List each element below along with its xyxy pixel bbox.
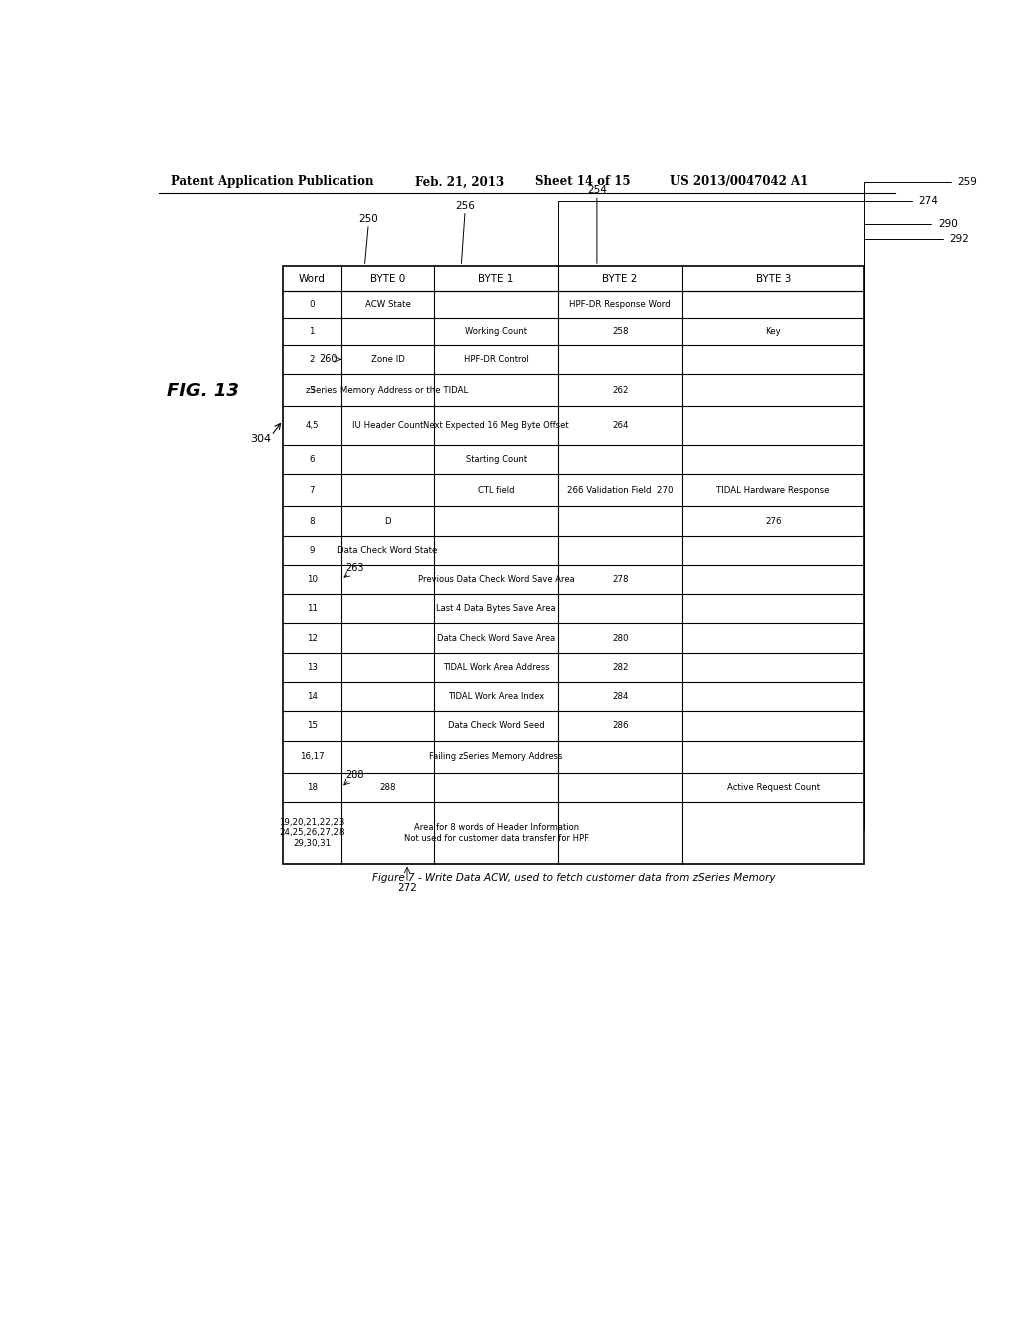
Text: Zone ID: Zone ID bbox=[371, 355, 404, 364]
Text: 262: 262 bbox=[612, 385, 629, 395]
Text: 254: 254 bbox=[587, 185, 607, 195]
Text: Working Count: Working Count bbox=[465, 327, 527, 335]
Text: 284: 284 bbox=[612, 692, 629, 701]
Text: ACW State: ACW State bbox=[365, 300, 411, 309]
Text: 292: 292 bbox=[949, 234, 970, 244]
Text: 282: 282 bbox=[612, 663, 629, 672]
Text: 280: 280 bbox=[612, 634, 629, 643]
Text: 272: 272 bbox=[397, 883, 417, 892]
Text: 286: 286 bbox=[612, 722, 629, 730]
Text: 3: 3 bbox=[309, 385, 314, 395]
Text: HPF-DR Response Word: HPF-DR Response Word bbox=[569, 300, 671, 309]
Text: 2: 2 bbox=[309, 355, 314, 364]
Text: 1: 1 bbox=[309, 327, 314, 335]
Text: Data Check Word Save Area: Data Check Word Save Area bbox=[437, 634, 555, 643]
Text: BYTE 3: BYTE 3 bbox=[756, 273, 791, 284]
Text: HPF-DR Control: HPF-DR Control bbox=[464, 355, 528, 364]
Text: Starting Count: Starting Count bbox=[466, 455, 526, 463]
Text: 259: 259 bbox=[957, 177, 977, 186]
Text: Sheet 14 of 15: Sheet 14 of 15 bbox=[535, 176, 631, 189]
Text: 4,5: 4,5 bbox=[305, 421, 318, 430]
Text: 16,17: 16,17 bbox=[300, 752, 325, 762]
Text: 288: 288 bbox=[345, 770, 364, 780]
Text: 288: 288 bbox=[379, 783, 396, 792]
Text: 290: 290 bbox=[938, 219, 957, 228]
Text: 19,20,21,22,23
24,25,26,27,28
29,30,31: 19,20,21,22,23 24,25,26,27,28 29,30,31 bbox=[280, 818, 345, 847]
Text: 9: 9 bbox=[309, 546, 314, 554]
Text: US 2013/0047042 A1: US 2013/0047042 A1 bbox=[671, 176, 809, 189]
Text: BYTE 1: BYTE 1 bbox=[478, 273, 514, 284]
Text: 250: 250 bbox=[358, 214, 378, 224]
Text: Patent Application Publication: Patent Application Publication bbox=[171, 176, 373, 189]
Text: Last 4 Data Bytes Save Area: Last 4 Data Bytes Save Area bbox=[436, 605, 556, 614]
Bar bbox=[283, 267, 864, 863]
Text: TIDAL Hardware Response: TIDAL Hardware Response bbox=[717, 486, 829, 495]
Text: 0: 0 bbox=[309, 300, 314, 309]
Text: 274: 274 bbox=[919, 195, 938, 206]
Text: TIDAL Work Area Address: TIDAL Work Area Address bbox=[442, 663, 550, 672]
Text: 256: 256 bbox=[456, 201, 475, 211]
Text: Data Check Word State: Data Check Word State bbox=[338, 546, 438, 554]
Text: 6: 6 bbox=[309, 455, 314, 463]
Text: 8: 8 bbox=[309, 516, 314, 525]
Text: Key: Key bbox=[765, 327, 781, 335]
Text: Word: Word bbox=[299, 273, 326, 284]
Text: 15: 15 bbox=[306, 722, 317, 730]
Text: CTL field: CTL field bbox=[478, 486, 514, 495]
Text: 11: 11 bbox=[306, 605, 317, 614]
Text: Next Expected 16 Meg Byte Offset: Next Expected 16 Meg Byte Offset bbox=[423, 421, 569, 430]
Text: 276: 276 bbox=[765, 516, 781, 525]
Text: TIDAL Work Area Index: TIDAL Work Area Index bbox=[449, 692, 544, 701]
Text: 258: 258 bbox=[612, 327, 629, 335]
Text: Feb. 21, 2013: Feb. 21, 2013 bbox=[415, 176, 504, 189]
Text: 278: 278 bbox=[612, 576, 629, 583]
Text: Active Request Count: Active Request Count bbox=[727, 783, 820, 792]
Text: Figure 7 - Write Data ACW, used to fetch customer data from zSeries Memory: Figure 7 - Write Data ACW, used to fetch… bbox=[372, 873, 775, 883]
Text: BYTE 2: BYTE 2 bbox=[602, 273, 638, 284]
Text: IU Header Count: IU Header Count bbox=[352, 421, 423, 430]
Text: 14: 14 bbox=[306, 692, 317, 701]
Text: Data Check Word Seed: Data Check Word Seed bbox=[447, 722, 545, 730]
Text: 18: 18 bbox=[306, 783, 317, 792]
Text: 266 Validation Field  270: 266 Validation Field 270 bbox=[567, 486, 674, 495]
Text: Failing zSeries Memory Address: Failing zSeries Memory Address bbox=[429, 752, 563, 762]
Text: 263: 263 bbox=[345, 564, 364, 573]
Text: zSeries Memory Address or the TIDAL: zSeries Memory Address or the TIDAL bbox=[306, 385, 469, 395]
Text: 264: 264 bbox=[612, 421, 629, 430]
Text: BYTE 0: BYTE 0 bbox=[370, 273, 406, 284]
Text: 260: 260 bbox=[318, 354, 337, 364]
Text: 13: 13 bbox=[306, 663, 317, 672]
Text: Area for 8 words of Header Information
Not used for customer data transfer for H: Area for 8 words of Header Information N… bbox=[403, 824, 589, 842]
Text: 304: 304 bbox=[250, 434, 271, 445]
Text: FIG. 13: FIG. 13 bbox=[167, 381, 239, 400]
Text: D: D bbox=[384, 516, 391, 525]
Text: 7: 7 bbox=[309, 486, 314, 495]
Text: 10: 10 bbox=[306, 576, 317, 583]
Text: Previous Data Check Word Save Area: Previous Data Check Word Save Area bbox=[418, 576, 574, 583]
Text: 12: 12 bbox=[306, 634, 317, 643]
